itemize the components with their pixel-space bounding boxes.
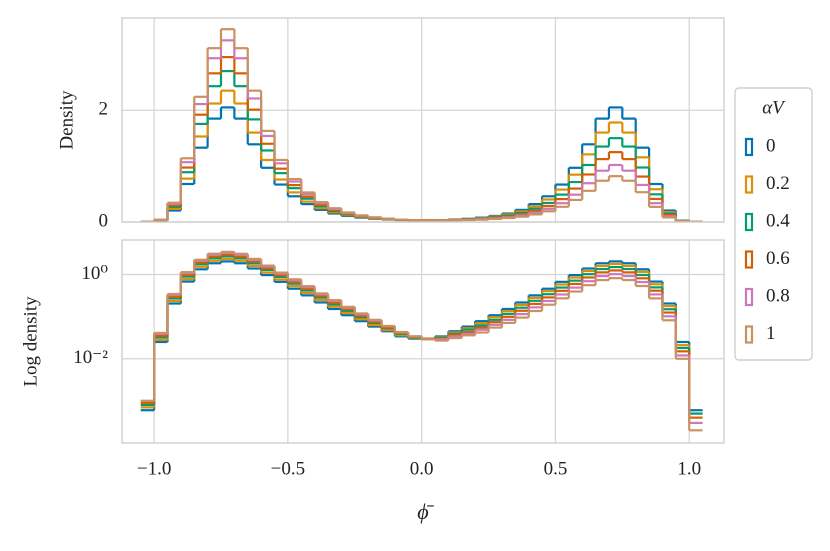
x-tick-label: −0.5 (271, 458, 305, 479)
x-tick-label: 0.5 (544, 458, 568, 479)
legend-label: 0 (766, 135, 776, 156)
step-riser (153, 251, 691, 431)
legend-label: 1 (766, 323, 776, 344)
step-riser (153, 29, 691, 222)
legend-swatch (744, 250, 754, 269)
legend-label: 0.6 (766, 248, 790, 269)
y-axis-label: Density (56, 90, 77, 150)
legend-swatch (744, 175, 754, 194)
series (140, 250, 703, 432)
legend-box (734, 87, 813, 361)
legend-label: 0.2 (766, 173, 790, 194)
legend-swatch (744, 287, 754, 307)
x-tick-label: −1.0 (137, 458, 171, 479)
y-tick-label: 2 (99, 99, 109, 120)
legend-label: 0.8 (766, 285, 790, 306)
legend-swatch (744, 212, 754, 232)
y-tick-label: 0 (99, 210, 109, 231)
y-tick-label: 10⁰ (81, 263, 108, 284)
legend-swatch (744, 325, 754, 344)
y-axis-label: Log density (20, 296, 41, 387)
plot-frame (121, 17, 725, 223)
legend-swatch (744, 137, 754, 157)
plot-frame (121, 239, 725, 444)
legend-label: 0.4 (766, 210, 790, 231)
y-tick-label: 10⁻² (73, 347, 108, 368)
legend-title: αV (762, 97, 786, 118)
x-axis-label: ϕ̄ (417, 499, 434, 524)
x-tick-label: 0.0 (410, 458, 434, 479)
x-tick-label: 1.0 (677, 458, 701, 479)
